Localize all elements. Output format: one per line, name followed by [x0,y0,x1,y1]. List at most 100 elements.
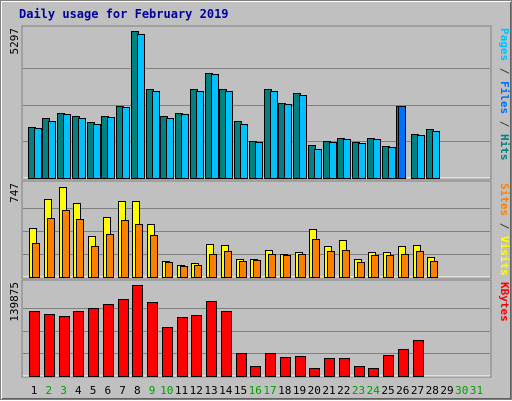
bar-middle-sites-day-25 [386,255,394,278]
panel-top-legend-label: Pages / Files / Hits [498,28,511,161]
bar-top-pages-day-6 [107,117,115,179]
bar-middle-sites-day-7 [121,220,129,278]
bar-middle-sites-day-26 [401,254,409,278]
bar-top-pages-day-7 [122,107,130,179]
bar-top-pages-day-5 [93,124,101,179]
bar-middle-sites-day-3 [62,210,70,278]
x-tick-label-day-14: 14 [219,384,233,397]
bar-middle-sites-day-23 [357,262,365,278]
bar-middle-sites-day-20 [312,239,320,278]
x-tick-label-day-6: 6 [104,384,111,397]
chart-title: Daily usage for February 2019 [19,7,229,21]
bar-middle-sites-day-22 [342,250,350,278]
x-tick-label-day-25: 25 [381,384,394,397]
panel-middle-legend-part: Sites [498,183,511,216]
x-tick-label-day-7: 7 [119,384,126,397]
x-tick-label-day-17: 17 [263,384,276,397]
bar-bottom-kbytes-day-1 [29,311,40,377]
bar-top-pages-day-19 [299,95,307,179]
panel-top-legend-part: Files [498,81,511,114]
bar-middle-sites-day-14 [224,251,232,278]
x-tick-label-day-8: 8 [134,384,141,397]
x-tick-label-day-28: 28 [426,384,439,397]
bar-bottom-kbytes-day-3 [59,316,70,377]
bar-bottom-kbytes-day-4 [73,311,84,377]
bar-top-pages-day-13 [211,74,219,179]
bar-middle-sites-day-24 [371,255,379,278]
bar-top-pages-day-12 [196,91,204,179]
panel-top-legend-part: / [498,61,511,81]
x-tick-label-day-19: 19 [293,384,306,397]
bar-bottom-kbytes-day-16 [250,366,261,377]
bar-top-pages-day-27 [417,135,425,179]
bar-top-pages-day-20 [314,149,322,179]
bar-top-pages-day-15 [240,124,248,179]
x-tick-label-day-29: 29 [440,384,453,397]
x-tick-label-day-10: 10 [160,384,173,397]
bar-middle-sites-day-27 [416,251,424,278]
bar-middle-sites-day-15 [239,261,247,278]
bar-bottom-kbytes-day-20 [309,368,320,377]
bar-bottom-kbytes-day-19 [295,356,306,377]
x-tick-label-day-1: 1 [31,384,38,397]
bar-bottom-kbytes-day-12 [191,315,202,377]
panel-middle-legend-part: Visits [498,236,511,276]
x-tick-label-day-22: 22 [337,384,350,397]
bar-middle-sites-day-8 [135,224,143,278]
bar-bottom-kbytes-day-5 [88,308,99,377]
panel-top-legend-part: Hits [498,134,511,161]
bar-middle-sites-day-5 [91,246,99,278]
bar-top-pages-day-23 [358,143,366,179]
bar-bottom-kbytes-day-22 [339,358,350,377]
bar-bottom-kbytes-day-13 [206,301,217,377]
x-tick-label-day-31: 31 [470,384,483,397]
panel-top-max-label: 5297 [8,28,21,55]
x-tick-label-day-21: 21 [322,384,335,397]
x-tick-label-day-12: 12 [190,384,203,397]
bar-top-files-day-26 [398,106,406,179]
bar-bottom-kbytes-day-2 [44,314,55,377]
x-tick-label-day-11: 11 [175,384,188,397]
bar-top-pages-day-14 [225,91,233,179]
panel-bottom-max-label: 139875 [8,282,21,322]
panel-middle-max-label: 747 [8,183,21,203]
bar-middle-sites-day-10 [165,262,173,278]
bar-bottom-kbytes-day-21 [324,358,335,377]
bar-top-pages-day-9 [152,91,160,179]
bar-middle-sites-day-2 [47,218,55,278]
bar-bottom-kbytes-day-6 [103,304,114,377]
bar-top-pages-day-24 [373,139,381,179]
bar-bottom-kbytes-day-8 [132,285,143,377]
bar-middle-sites-day-1 [32,243,40,278]
panel-bottom-legend-part: KBytes [498,282,511,322]
panel-middle-legend-label: Sites / Visits [498,183,511,276]
bar-middle-sites-day-4 [76,219,84,278]
bar-top-pages-day-22 [343,139,351,179]
bar-bottom-kbytes-day-10 [162,327,173,377]
x-tick-label-day-9: 9 [149,384,156,397]
bar-bottom-kbytes-day-15 [236,353,247,377]
bar-middle-sites-day-9 [150,235,158,278]
bar-top-pages-day-8 [137,34,145,179]
x-tick-label-day-5: 5 [90,384,97,397]
bar-top-pages-day-21 [329,142,337,179]
bar-middle-sites-day-18 [283,255,291,278]
panel-top-legend-part: / [498,114,511,134]
panel-top-legend-part: Pages [498,28,511,61]
x-tick-label-day-16: 16 [249,384,262,397]
bar-top-pages-day-16 [255,142,263,179]
bar-middle-sites-day-13 [209,254,217,278]
bar-bottom-kbytes-day-9 [147,302,158,377]
bar-bottom-kbytes-day-17 [265,353,276,377]
bar-bottom-kbytes-day-27 [413,340,424,377]
bar-middle-sites-day-19 [298,254,306,278]
bar-middle-sites-day-6 [106,234,114,278]
bar-top-pages-day-17 [270,91,278,179]
x-tick-label-day-13: 13 [204,384,217,397]
panel-middle-legend-part: / [498,216,511,236]
bar-bottom-kbytes-day-14 [221,311,232,377]
x-tick-label-day-3: 3 [60,384,67,397]
bar-bottom-kbytes-day-11 [177,317,188,377]
